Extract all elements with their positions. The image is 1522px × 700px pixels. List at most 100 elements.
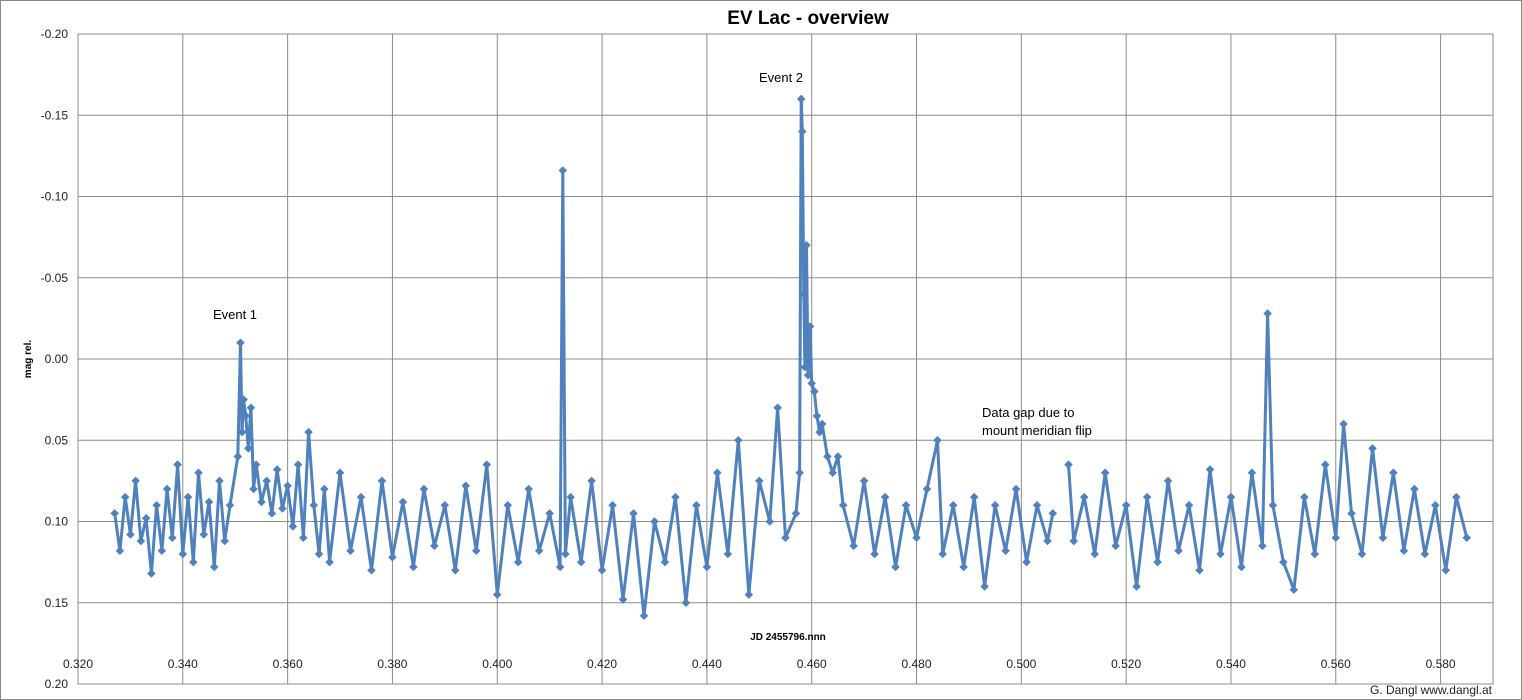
data-point bbox=[346, 546, 355, 556]
y-tick-label: -0.20 bbox=[41, 27, 69, 41]
y-axis-label: mag rel. bbox=[23, 340, 34, 379]
data-gap-note-line2: mount meridian flip bbox=[982, 423, 1092, 438]
data-point bbox=[267, 509, 277, 518]
data-point bbox=[817, 419, 827, 429]
data-point bbox=[233, 452, 243, 461]
x-tick-label: 0.420 bbox=[587, 657, 617, 671]
data-point bbox=[450, 565, 460, 575]
data-point bbox=[833, 452, 843, 461]
data-point bbox=[178, 549, 188, 559]
y-tick-label: -0.05 bbox=[41, 271, 69, 285]
x-tick-label: 0.500 bbox=[1006, 657, 1036, 671]
data-point bbox=[608, 500, 617, 510]
data-point bbox=[765, 517, 775, 526]
data-point bbox=[912, 533, 921, 543]
data-point bbox=[938, 549, 948, 559]
data-point bbox=[880, 492, 890, 502]
data-point bbox=[1263, 309, 1273, 318]
y-tick-label: 0.10 bbox=[45, 515, 69, 529]
data-point bbox=[650, 517, 659, 526]
data-point bbox=[1357, 549, 1367, 559]
data-point bbox=[1430, 500, 1440, 510]
data-point bbox=[325, 557, 334, 567]
data-point bbox=[1310, 549, 1320, 559]
data-point bbox=[492, 590, 502, 599]
data-point bbox=[891, 562, 900, 572]
data-point bbox=[922, 484, 932, 494]
data-point bbox=[239, 395, 248, 404]
data-point bbox=[249, 484, 258, 494]
data-point bbox=[733, 435, 743, 445]
data-point bbox=[1090, 549, 1100, 559]
y-tick-label: 0.00 bbox=[45, 352, 69, 366]
data-point bbox=[1121, 500, 1131, 510]
data-point bbox=[388, 552, 397, 562]
data-point bbox=[288, 522, 298, 531]
data-point bbox=[126, 530, 135, 539]
x-tick-label: 0.380 bbox=[377, 657, 407, 671]
chart-title: EV Lac - overview bbox=[727, 8, 889, 29]
data-point bbox=[1420, 549, 1430, 559]
data-point bbox=[1032, 500, 1042, 510]
data-point bbox=[1001, 546, 1010, 556]
data-point bbox=[1132, 582, 1141, 591]
y-tick-label: -0.15 bbox=[41, 108, 69, 122]
data-point bbox=[744, 590, 754, 599]
data-point bbox=[194, 468, 203, 478]
data-point bbox=[1216, 549, 1225, 559]
data-point bbox=[555, 562, 565, 572]
data-point bbox=[1142, 492, 1152, 502]
data-point bbox=[828, 468, 838, 478]
data-point bbox=[933, 435, 942, 445]
data-point bbox=[1462, 533, 1472, 543]
data-point bbox=[1011, 484, 1021, 494]
data-point bbox=[356, 492, 366, 502]
data-point bbox=[136, 536, 146, 546]
data-point bbox=[1289, 585, 1299, 595]
x-tick-label: 0.580 bbox=[1426, 657, 1456, 671]
credit-text: G. Dangl www.dangl.at bbox=[1370, 683, 1493, 697]
data-point bbox=[980, 582, 990, 591]
x-tick-label: 0.320 bbox=[63, 657, 93, 671]
data-point bbox=[120, 492, 130, 502]
data-point bbox=[671, 492, 680, 502]
data-point bbox=[278, 504, 287, 513]
data-point bbox=[803, 370, 813, 380]
data-point bbox=[1069, 536, 1079, 546]
data-point bbox=[1184, 500, 1194, 510]
data-point bbox=[419, 484, 429, 494]
data-point bbox=[293, 460, 303, 469]
data-point bbox=[398, 497, 408, 507]
data-point bbox=[461, 481, 471, 491]
data-point bbox=[1339, 419, 1348, 429]
data-point bbox=[262, 476, 272, 486]
data-point bbox=[566, 492, 575, 502]
x-tick-label: 0.560 bbox=[1321, 657, 1351, 671]
data-point bbox=[1048, 509, 1058, 518]
y-tick-label: 0.05 bbox=[45, 433, 69, 447]
data-point bbox=[513, 557, 523, 567]
tick-labels: 0.320 0.340 0.360 0.380 0.400 0.420 0.440 0.460… bbox=[41, 27, 1456, 691]
data-point bbox=[237, 427, 247, 437]
data-point bbox=[1247, 468, 1257, 478]
data-point bbox=[823, 452, 832, 461]
data-point bbox=[147, 569, 156, 578]
x-tick-label: 0.540 bbox=[1216, 657, 1246, 671]
data-point bbox=[1163, 476, 1173, 486]
data-point bbox=[597, 565, 607, 575]
data-point bbox=[188, 557, 198, 567]
data-point bbox=[471, 546, 481, 556]
data-point bbox=[802, 240, 811, 250]
data-point bbox=[524, 484, 534, 494]
data-point bbox=[1237, 562, 1246, 572]
data-point bbox=[183, 492, 193, 502]
data-point bbox=[1389, 468, 1398, 478]
data-point bbox=[241, 411, 251, 421]
data-point bbox=[812, 411, 822, 421]
data-point bbox=[152, 500, 161, 510]
data-point bbox=[1174, 546, 1183, 556]
data-point bbox=[236, 338, 245, 348]
data-point bbox=[209, 562, 219, 572]
data-point bbox=[110, 509, 120, 518]
